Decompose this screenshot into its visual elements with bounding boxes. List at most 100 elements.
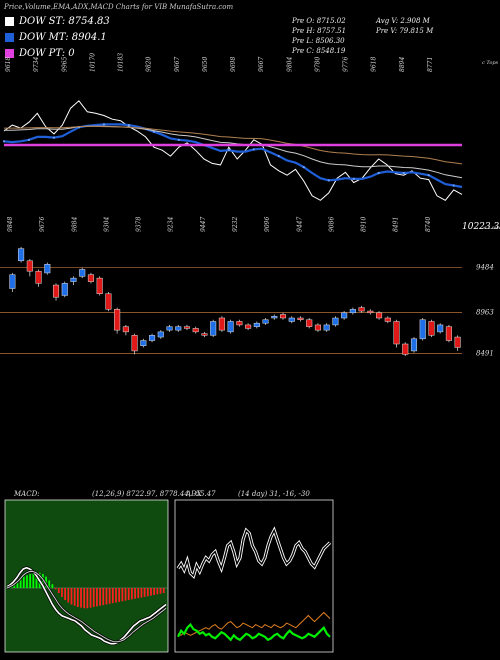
ema-point: [27, 138, 31, 141]
right-label-tops: c Tops: [482, 60, 499, 66]
macd-hist-neg: [89, 588, 92, 608]
bottom-tick-label: 8491: [393, 217, 400, 232]
top-tick-label: 9776: [343, 57, 350, 72]
top-tick-label: 9667: [258, 57, 265, 72]
right-label-high: 10223.33: [462, 222, 500, 232]
level-label: 9484: [476, 263, 494, 271]
legend-swatch-st: [5, 17, 14, 26]
candle-down: [114, 309, 121, 331]
top-tick-label: 9618: [371, 57, 378, 72]
bottom-tick-label: 9884: [71, 217, 78, 232]
candle-down: [26, 260, 33, 272]
macd-hist-neg: [105, 588, 108, 605]
candle-down: [105, 293, 112, 310]
macd-hist-neg: [111, 588, 114, 604]
top-tick-label: 9734: [33, 57, 40, 72]
macd-hist-neg: [162, 588, 165, 594]
ema-point: [102, 123, 106, 126]
candle-up: [140, 340, 147, 346]
legend-swatch-pt: [5, 49, 14, 58]
macd-hist-neg: [131, 588, 133, 600]
candle-up: [61, 283, 68, 296]
macd-hist-neg: [153, 588, 156, 595]
macd-hist-neg: [118, 588, 121, 602]
stat-pre-open: Pre O: 8715.02: [292, 17, 346, 25]
candle-down: [35, 270, 42, 284]
candle-down: [306, 319, 313, 327]
top-tick-label: 10170: [89, 53, 96, 72]
ema-point: [352, 177, 355, 180]
legend-label-pt: DOW PT: 0: [19, 48, 75, 59]
candle-down: [297, 317, 304, 320]
ema-point: [52, 136, 56, 139]
macd-hist-pos: [29, 574, 32, 588]
level-label: 8491: [476, 349, 494, 357]
macd-hist-neg: [150, 588, 152, 596]
stat-pre-low: Pre L: 8506.30: [292, 37, 345, 45]
candle-down: [192, 328, 199, 333]
stat-pre-high: Pre H: 8757.51: [292, 27, 347, 35]
top-tick-label: 9820: [146, 57, 153, 72]
bottom-tick-label: 8910: [361, 217, 368, 232]
macd-hist-neg: [115, 588, 117, 603]
ema-point: [277, 154, 280, 158]
macd-hist-neg: [108, 588, 111, 604]
macd-hist-neg: [57, 588, 60, 594]
candle-up: [44, 264, 51, 274]
candle-up: [410, 338, 418, 352]
bottom-tick-label: 9447: [200, 217, 207, 232]
legend-swatch-mt: [5, 33, 14, 42]
ema-point: [377, 171, 380, 175]
top-tick-label: 9618: [5, 57, 12, 72]
right-label-lows: c Lows: [484, 225, 500, 231]
top-tick-label: 9804: [286, 57, 293, 72]
candle-up: [18, 248, 25, 262]
candle-up: [323, 324, 330, 331]
bottom-tick-label: 8740: [425, 217, 432, 232]
stat-pre-close: Pre C: 8548.19: [292, 47, 346, 55]
adx-params: (14 day) 31, -16, -30: [238, 490, 310, 498]
macd-hist-neg: [54, 588, 57, 590]
macd-hist-pos: [16, 580, 19, 588]
top-tick-label: 9667: [174, 57, 181, 72]
top-tick-label: 8894: [399, 57, 406, 72]
chart-title: Price,Volume,EMA,ADX,MACD Charts for VIB…: [4, 3, 234, 11]
legend-label-mt: DOW MT: 8904.1: [19, 32, 107, 43]
bottom-tick-label: 9447: [296, 217, 303, 232]
candle-down: [236, 321, 243, 326]
candle-down: [279, 314, 287, 319]
candle-down: [402, 343, 409, 355]
macd-hist-neg: [156, 588, 159, 595]
candle-up: [332, 317, 339, 326]
macd-hist-neg: [121, 588, 124, 602]
macd-hist-neg: [92, 588, 95, 607]
candle-down: [245, 324, 252, 329]
top-tick-label: 9965: [61, 57, 68, 72]
candle-down: [122, 326, 129, 333]
macd-hist-neg: [159, 588, 162, 594]
ema-point: [302, 166, 305, 169]
candle-down: [87, 274, 94, 282]
candle-up: [349, 309, 356, 314]
ema-point: [452, 184, 455, 187]
candle-up: [149, 335, 156, 341]
adx-panel-bg: [174, 499, 334, 653]
macd-hist-pos: [22, 576, 25, 588]
macd-title: MACD:: [13, 490, 40, 498]
macd-hist-neg: [61, 588, 63, 597]
bottom-tick-label: 9676: [39, 217, 46, 232]
candle-down: [183, 326, 191, 329]
ema-point: [252, 148, 255, 151]
candle-up: [9, 274, 16, 289]
macd-line-signal: [6, 571, 167, 643]
bottom-tick-label: 9848: [7, 217, 14, 232]
candle-down: [358, 307, 365, 312]
legend-dow-pt: DOW PT: 0: [5, 48, 75, 59]
ema-point: [227, 149, 230, 152]
candle-up: [70, 277, 77, 282]
macd-hist-pos: [35, 572, 38, 588]
bottom-tick-label: 9234: [168, 217, 175, 232]
candle-down: [367, 310, 374, 314]
macd-hist-neg: [146, 588, 149, 597]
